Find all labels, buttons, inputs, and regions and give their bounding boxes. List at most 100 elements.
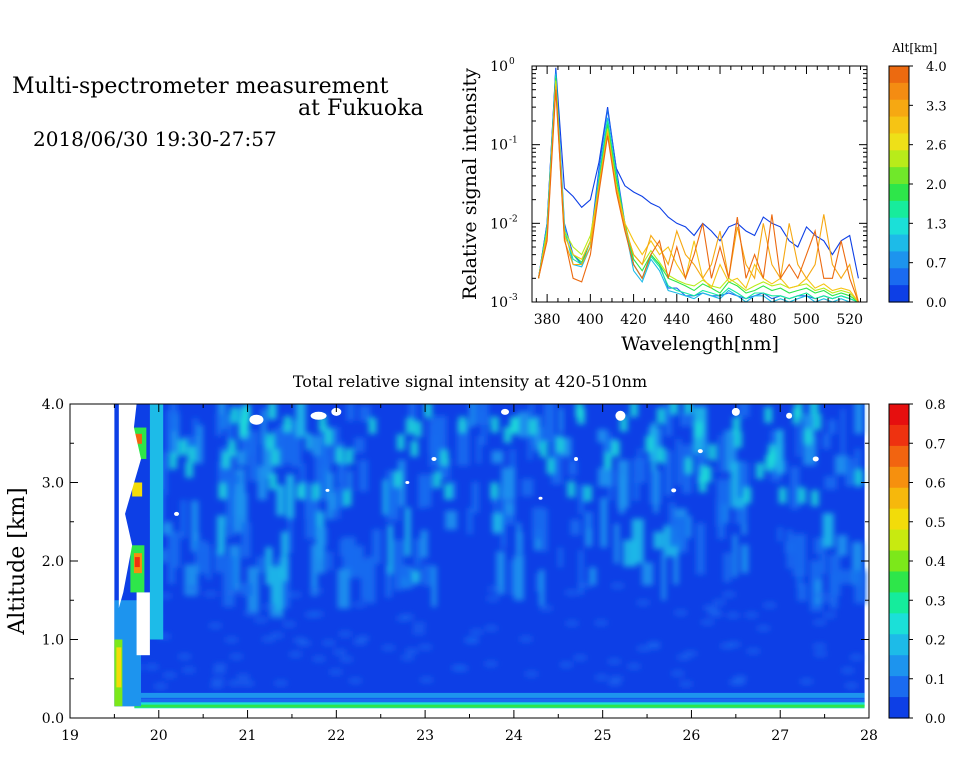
altitude-colorbar-swatch <box>889 82 909 101</box>
heatmap-cell <box>340 656 353 663</box>
heatmap-cell <box>804 428 813 445</box>
heatmap-cell <box>824 476 837 490</box>
altitude-colorbar-tick-label: 3.3 <box>926 99 947 114</box>
heatmap-x-tick-label: 28 <box>860 728 878 744</box>
intensity-colorbar-tick-label: 0.5 <box>925 516 946 531</box>
heatmap-cell <box>776 429 784 474</box>
altitude-colorbar-tick-label: 0.7 <box>926 257 947 272</box>
heatmap-cell <box>664 404 673 437</box>
heatmap-cell <box>401 654 414 661</box>
heatmap-cell <box>149 404 164 640</box>
heatmap-cell <box>653 469 659 513</box>
heatmap-cell <box>720 642 733 649</box>
heatmap-cell <box>560 661 573 668</box>
heatmap-cell <box>241 522 251 558</box>
heatmap-cell <box>248 430 259 482</box>
heatmap-cell <box>695 523 706 575</box>
heatmap-cell <box>533 529 542 551</box>
heatmap-cell <box>491 450 504 464</box>
heatmap-cell <box>836 535 848 556</box>
heatmap-cell <box>433 415 447 461</box>
title-line2: at Fukuoka <box>298 96 424 121</box>
altitude-colorbar-swatch <box>889 251 909 269</box>
spectrum-series-line <box>537 89 859 302</box>
heatmap-cell <box>687 515 692 538</box>
heatmap-cell <box>800 678 813 685</box>
heatmap-cell <box>755 462 764 479</box>
heatmap-cell <box>674 609 687 616</box>
heatmap-cell <box>790 466 800 510</box>
heatmap-cell <box>539 605 552 612</box>
heatmap-cell <box>637 645 650 652</box>
heatmap-cell <box>314 500 320 515</box>
heatmap-cell <box>727 612 740 619</box>
heatmap-cell <box>734 501 746 524</box>
heatmap-cell <box>469 404 476 427</box>
heatmap-cell <box>408 404 417 432</box>
intensity-colorbar-swatch <box>889 487 909 510</box>
heatmap-cell <box>271 632 284 639</box>
heatmap-cell <box>432 471 441 488</box>
intensity-colorbar-swatch <box>889 508 909 531</box>
heatmap-cell <box>349 677 362 684</box>
heatmap-cell <box>575 404 584 418</box>
spectrum-y-tick-exponent: 0 <box>509 57 515 67</box>
heatmap-cell <box>661 553 667 601</box>
heatmap-cell <box>339 630 352 637</box>
heatmap-cell <box>420 482 431 503</box>
heatmap-x-tick-label: 25 <box>594 728 612 744</box>
altitude-colorbar-tick-label: 0.0 <box>926 296 947 311</box>
spectrum-x-tick-label: 520 <box>836 312 863 328</box>
intensity-colorbar-swatch <box>889 529 909 552</box>
heatmap-cell <box>669 522 678 547</box>
heatmap-y-tick-label: 1.0 <box>42 633 64 649</box>
heatmap-cell <box>354 437 365 453</box>
heatmap-cell <box>566 620 579 627</box>
heatmap-cell <box>777 527 783 542</box>
heatmap-cell <box>703 604 716 611</box>
heatmap-cell <box>320 426 332 468</box>
heatmap-cell <box>822 433 831 449</box>
heatmap-cell <box>170 531 181 568</box>
heatmap-cell <box>159 592 172 599</box>
heatmap-cell <box>218 483 227 500</box>
heatmap-cell <box>845 682 858 689</box>
heatmap-y-tick-label: 0.0 <box>42 711 64 727</box>
heatmap-cell <box>345 448 354 465</box>
heatmap-cell <box>161 521 173 535</box>
heatmap-cell <box>852 541 863 586</box>
heatmap-y-tick-label: 2.0 <box>42 554 64 570</box>
heatmap-cell <box>335 447 344 464</box>
heatmap-cell <box>283 621 296 628</box>
heatmap-cell <box>528 418 537 435</box>
heatmap-cell <box>404 507 411 557</box>
heatmap-missing-region <box>501 408 510 415</box>
altitude-colorbar-swatch <box>889 99 909 118</box>
heatmap-cell <box>747 648 760 655</box>
heatmap-plot: Total relative signal intensity at 420-5… <box>5 372 946 744</box>
heatmap-cell <box>353 639 366 646</box>
heatmap-cell <box>261 409 267 445</box>
heatmap-cell <box>492 512 503 533</box>
heatmap-cell <box>237 673 250 680</box>
heatmap-cell <box>568 460 578 476</box>
heatmap-cell <box>484 660 497 667</box>
heatmap-cell <box>420 530 428 558</box>
intensity-colorbar-swatch <box>889 445 909 468</box>
heatmap-cell <box>503 426 512 443</box>
heatmap-cell <box>169 453 178 470</box>
heatmap-cell <box>279 424 294 464</box>
heatmap-cell <box>191 500 199 552</box>
heatmap-cell <box>647 643 660 650</box>
heatmap-cell <box>632 458 647 484</box>
altitude-colorbar-swatch <box>889 150 909 168</box>
heatmap-cell <box>394 539 404 591</box>
heatmap-cell <box>651 422 656 474</box>
heatmap-cell <box>683 404 692 414</box>
heatmap-cell <box>713 599 726 606</box>
heatmap-cell <box>445 510 458 530</box>
heatmap-x-tick-label: 27 <box>771 728 789 744</box>
heatmap-cell <box>299 463 306 488</box>
